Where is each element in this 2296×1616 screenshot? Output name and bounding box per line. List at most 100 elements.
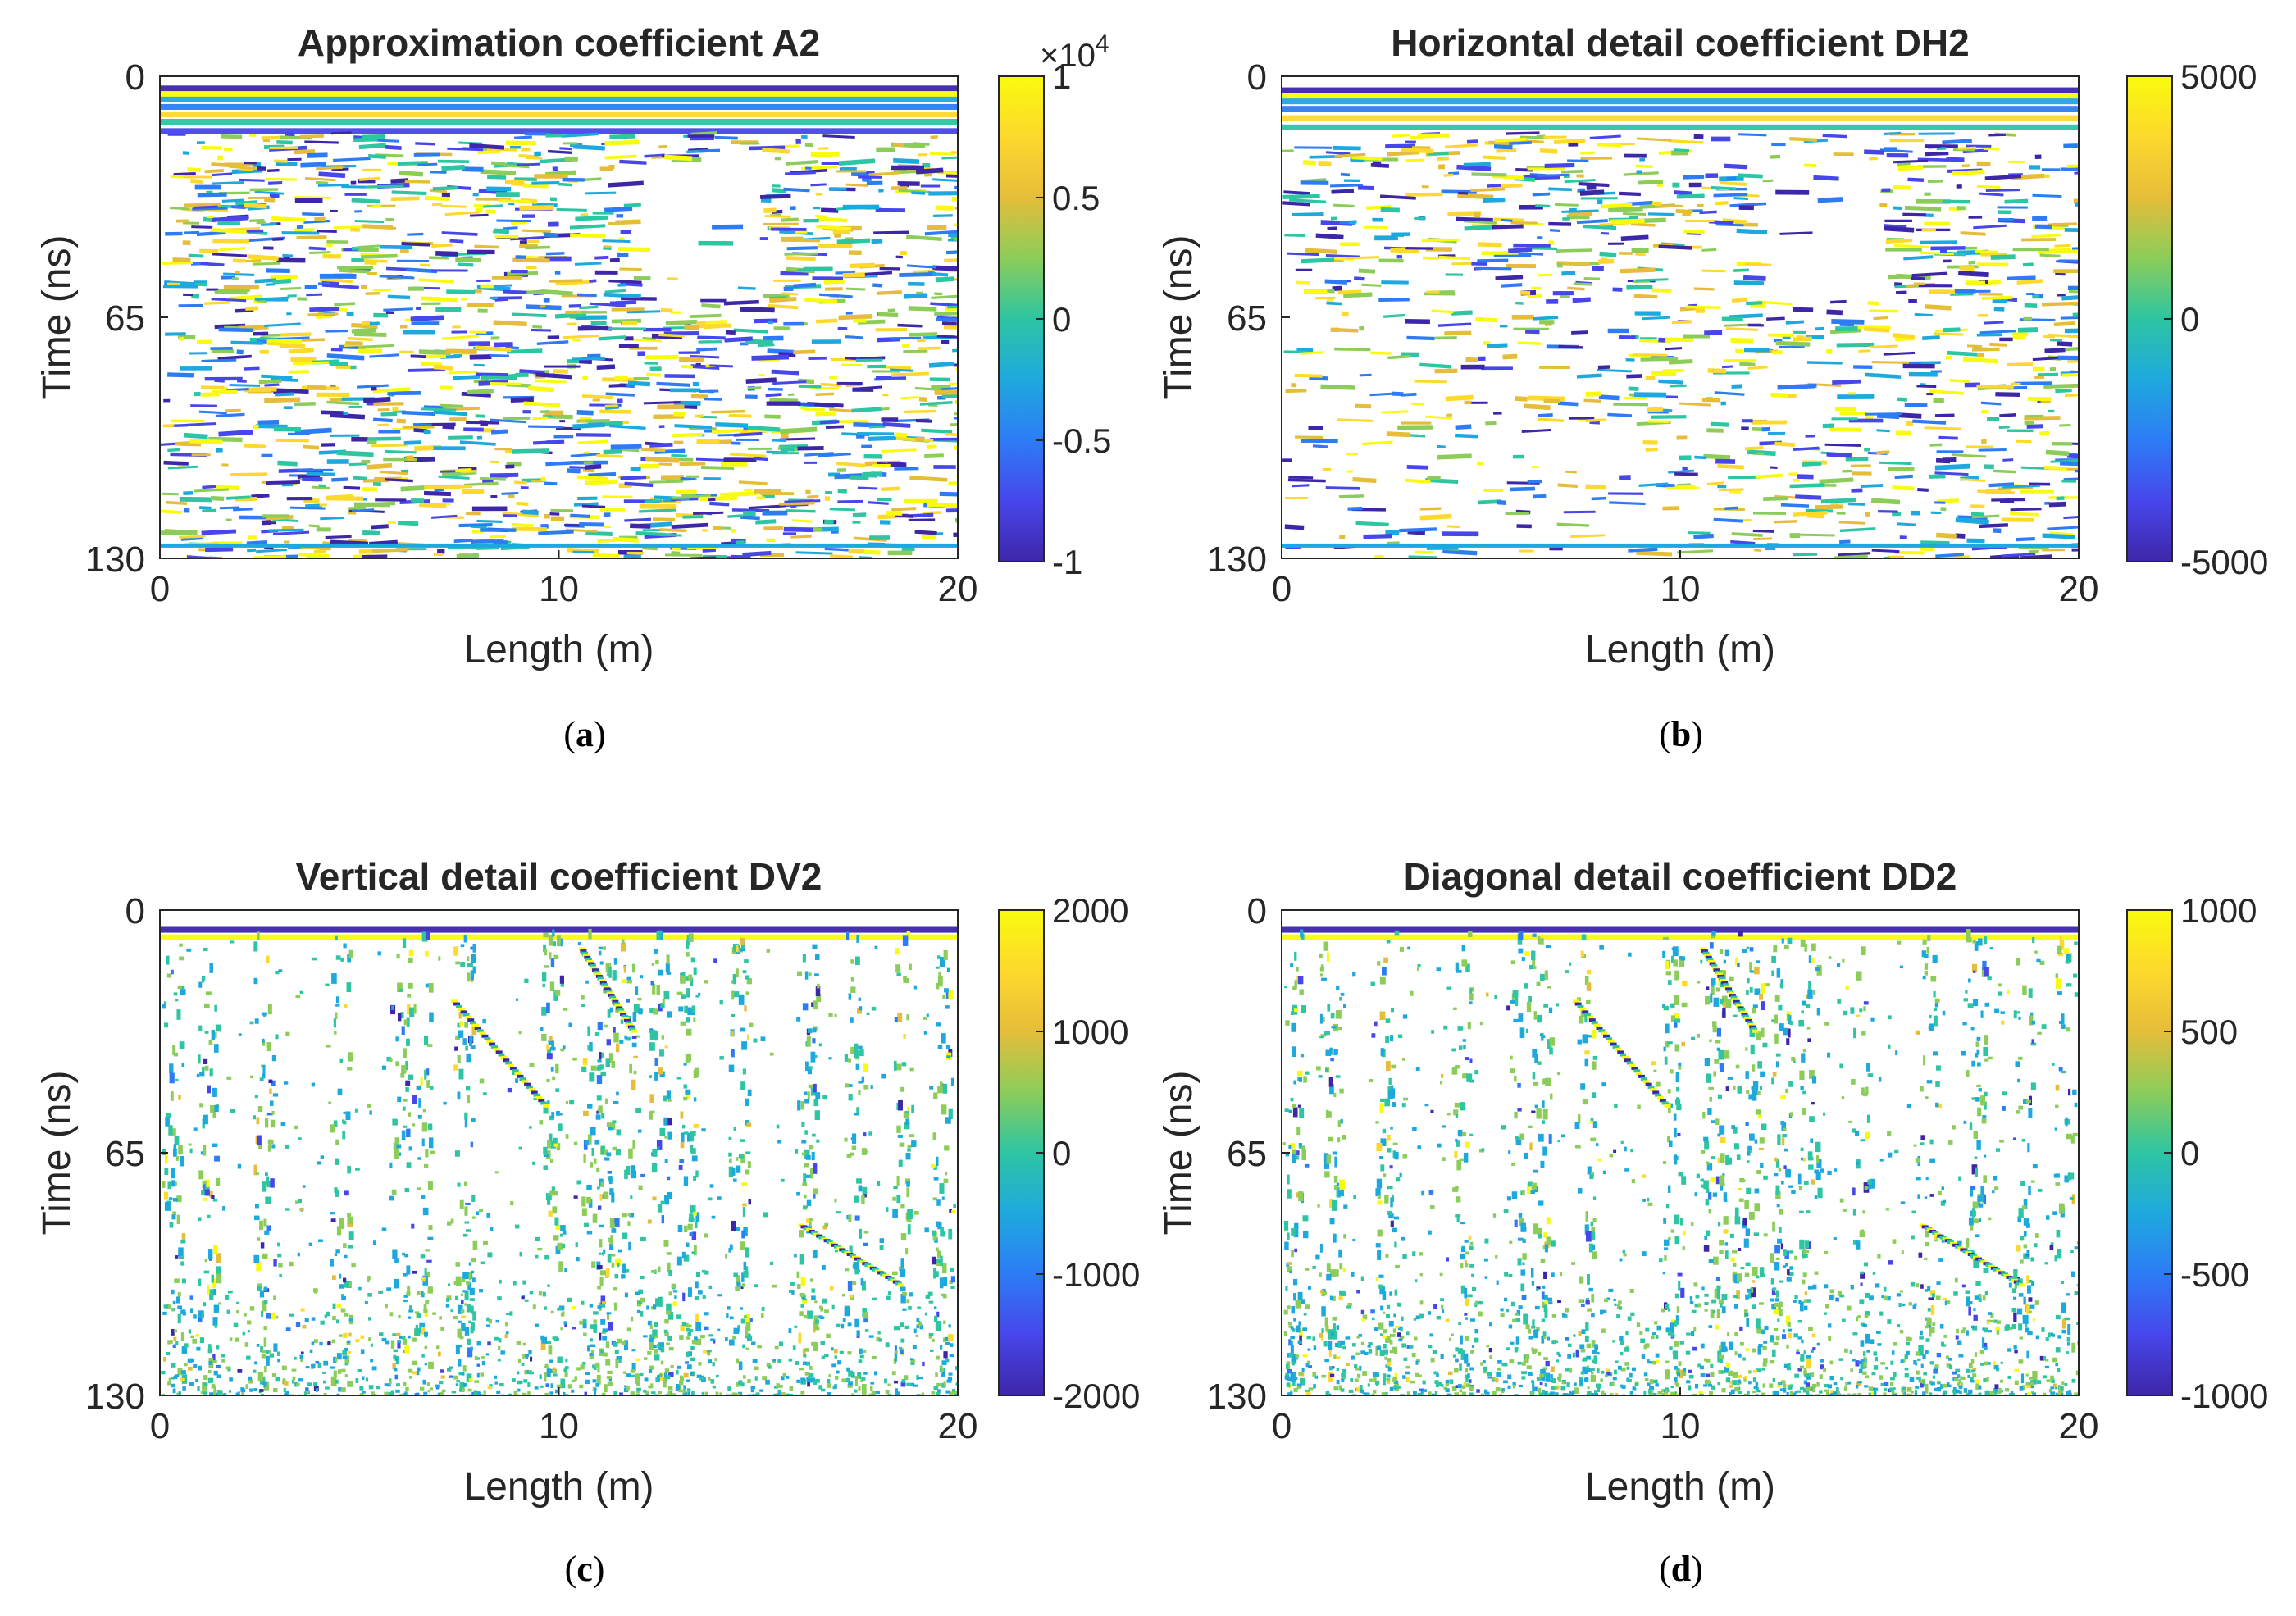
- stripe: [1525, 329, 1540, 335]
- stripe: [254, 190, 285, 195]
- vertical-streak: [407, 1285, 411, 1296]
- stripe: [956, 216, 958, 221]
- vertical-streak: [198, 1310, 204, 1318]
- stripe: [490, 381, 521, 386]
- scatter-dot: [631, 1036, 637, 1039]
- stripe: [455, 257, 481, 263]
- stripe: [1658, 337, 1666, 343]
- vertical-streak: [260, 1345, 263, 1353]
- stripe: [1930, 246, 1966, 251]
- scatter-dot: [768, 1365, 772, 1369]
- stripe: [1968, 260, 1975, 265]
- vertical-streak: [656, 985, 661, 995]
- vertical-streak: [211, 1274, 214, 1283]
- stripe: [1524, 403, 1551, 411]
- stripe: [252, 424, 259, 430]
- stripe: [857, 432, 895, 435]
- stripe: [390, 178, 408, 184]
- stripe: [602, 495, 633, 498]
- scatter-dot: [562, 1045, 566, 1050]
- stripe: [492, 275, 522, 280]
- vertical-streak: [253, 941, 258, 952]
- scatter-dot: [182, 1312, 187, 1316]
- stripe: [800, 407, 807, 410]
- stripe: [572, 422, 605, 430]
- stripe: [399, 350, 414, 353]
- vertical-streak: [212, 1288, 216, 1295]
- stripe: [782, 532, 797, 535]
- stripe: [314, 216, 326, 221]
- scatter-dot: [263, 1300, 268, 1304]
- scatter-dot: [801, 1295, 804, 1300]
- scatter-dot: [332, 1316, 336, 1321]
- stripe: [2047, 222, 2077, 226]
- scatter-dot: [212, 1392, 216, 1395]
- scatter-dot: [401, 1336, 406, 1340]
- vertical-streak: [460, 944, 465, 948]
- stripe: [2016, 536, 2035, 542]
- scatter-dot: [425, 1278, 428, 1284]
- stripe: [243, 203, 267, 209]
- vertical-streak: [649, 1339, 654, 1350]
- stripe: [433, 364, 453, 371]
- vertical-streak: [846, 1214, 850, 1220]
- stripe: [1968, 215, 1983, 219]
- stripe: [1312, 444, 1329, 448]
- stripe: [1896, 412, 1922, 419]
- stripe: [921, 535, 936, 539]
- scatter-dot: [597, 1305, 602, 1309]
- stripe: [1567, 286, 1585, 291]
- stripe: [1731, 532, 1763, 537]
- stripe: [853, 318, 867, 323]
- vertical-streak: [206, 1285, 210, 1295]
- vertical-streak: [802, 1182, 808, 1186]
- vertical-streak: [340, 1308, 346, 1313]
- vertical-streak: [204, 1179, 210, 1189]
- vertical-streak: [863, 1085, 869, 1090]
- scatter-dot: [786, 1376, 790, 1379]
- scatter-dot: [649, 1368, 653, 1373]
- scatter-dot: [482, 1018, 486, 1024]
- vertical-streak: [615, 1258, 621, 1266]
- stripe: [772, 439, 786, 443]
- stripe: [852, 387, 874, 392]
- stripe: [592, 553, 620, 558]
- stripe: [1885, 238, 1913, 244]
- vertical-streak: [541, 972, 547, 982]
- scatter-dot: [337, 1369, 342, 1374]
- stripe: [1383, 313, 1405, 318]
- stripe: [370, 524, 389, 530]
- stripe: [1981, 410, 1989, 414]
- stripe: [244, 366, 260, 371]
- vertical-streak: [169, 1072, 175, 1084]
- stripe: [738, 480, 768, 485]
- stripe: [585, 191, 617, 195]
- vertical-streak: [329, 1124, 335, 1133]
- scatter-dot: [505, 1331, 509, 1335]
- stripe: [1477, 499, 1501, 505]
- scatter-dot: [338, 1273, 342, 1279]
- scatter-dot: [344, 1313, 349, 1317]
- stripe: [505, 140, 536, 146]
- stripe: [1405, 319, 1430, 325]
- stripe: [581, 394, 613, 400]
- vertical-streak: [937, 1222, 942, 1230]
- vertical-streak: [798, 1332, 802, 1344]
- stripe: [1357, 185, 1374, 191]
- scatter-dot: [429, 1387, 434, 1391]
- vertical-streak: [592, 1213, 598, 1223]
- vertical-streak: [859, 1228, 863, 1239]
- scatter-dot: [200, 1391, 204, 1394]
- stripe: [852, 512, 867, 517]
- stripe: [469, 354, 492, 360]
- stripe: [536, 340, 569, 345]
- stripe: [413, 152, 440, 157]
- vertical-streak: [427, 1286, 433, 1294]
- scatter-dot: [342, 1355, 348, 1359]
- vertical-streak: [175, 1255, 179, 1259]
- stripe: [783, 526, 813, 533]
- stripe: [1332, 145, 1361, 151]
- stripe: [879, 520, 891, 525]
- stripe: [180, 366, 212, 371]
- vertical-streak: [203, 1058, 208, 1064]
